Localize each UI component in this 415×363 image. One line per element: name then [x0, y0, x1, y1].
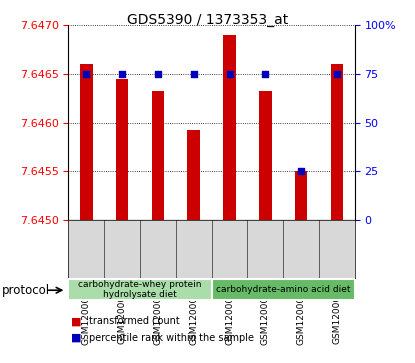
- Bar: [188, 130, 200, 220]
- Point: [334, 71, 340, 77]
- Point: [83, 71, 90, 77]
- Text: ■: ■: [71, 333, 81, 343]
- Bar: [223, 35, 236, 220]
- Bar: [116, 79, 128, 220]
- Point: [190, 71, 197, 77]
- Bar: [80, 64, 93, 220]
- Text: ■: ■: [71, 316, 81, 326]
- Bar: [152, 91, 164, 220]
- Bar: [68, 279, 212, 300]
- Text: percentile rank within the sample: percentile rank within the sample: [89, 333, 254, 343]
- Text: GDS5390 / 1373353_at: GDS5390 / 1373353_at: [127, 13, 288, 27]
- Text: carbohydrate-whey protein
hydrolysate diet: carbohydrate-whey protein hydrolysate di…: [78, 280, 202, 299]
- Point: [226, 71, 233, 77]
- Point: [155, 71, 161, 77]
- Bar: [331, 64, 343, 220]
- Text: carbohydrate-amino acid diet: carbohydrate-amino acid diet: [216, 285, 351, 294]
- Point: [298, 168, 305, 174]
- Point: [262, 71, 269, 77]
- Point: [119, 71, 125, 77]
- Text: transformed count: transformed count: [89, 316, 180, 326]
- Bar: [295, 171, 308, 220]
- Bar: [259, 91, 271, 220]
- Bar: [212, 279, 355, 300]
- Text: protocol: protocol: [2, 284, 50, 297]
